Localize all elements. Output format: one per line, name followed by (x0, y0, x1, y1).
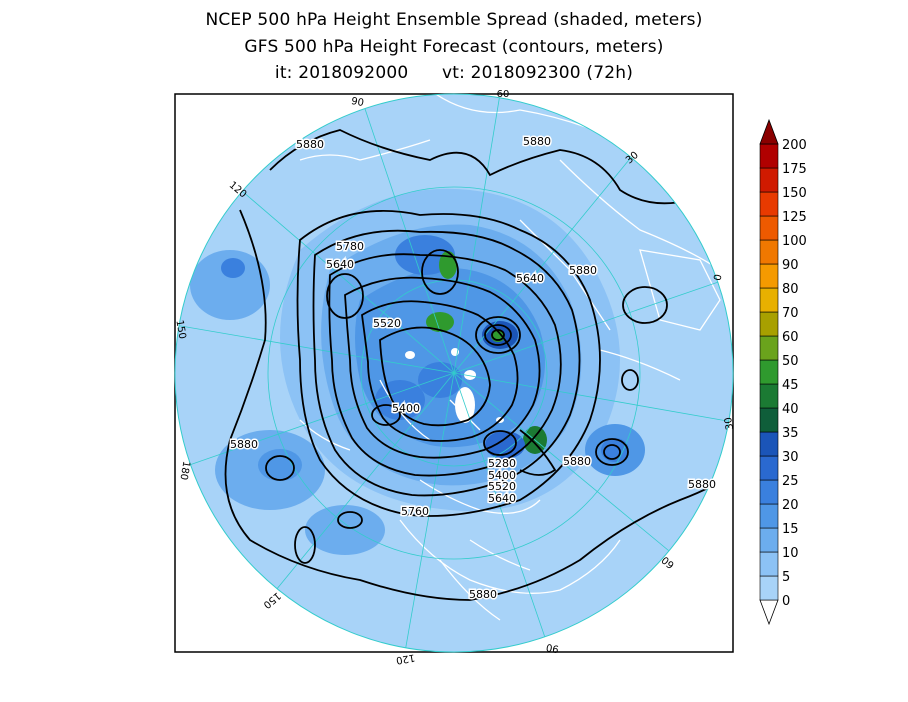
colorbar-tick-label: 10 (782, 546, 799, 561)
contour-label: 5520 (373, 317, 401, 330)
title-line-3: it: 2018092000 vt: 2018092300 (72h) (274, 63, 634, 83)
colorbar-tick-label: 125 (782, 210, 807, 225)
colorbar-lower-triangle (759, 599, 779, 626)
contour-label: 5400 (488, 469, 516, 482)
title-line-1: NCEP 500 hPa Height Ensemble Spread (sha… (205, 10, 703, 30)
colorbar-swatch (759, 287, 779, 313)
colorbar-tick-label: 150 (782, 186, 807, 201)
contour-label: 5280 (488, 457, 516, 470)
title-line-2: GFS 500 hPa Height Forecast (contours, m… (244, 37, 664, 57)
colorbar-tick-label: 70 (782, 306, 799, 321)
colorbar-swatch (759, 383, 779, 409)
colorbar-swatch (759, 503, 779, 529)
contour-label: 5880 (230, 438, 258, 451)
colorbar-swatch (759, 191, 779, 217)
colorbar-tick-label: 100 (782, 234, 807, 249)
colorbar-swatch (759, 575, 779, 601)
contour-label: 5520 (488, 480, 516, 493)
colorbar-upper-triangle (759, 118, 779, 145)
longitude-label: 30 (723, 416, 736, 430)
longitude-label: 90 (350, 96, 364, 109)
map-disk-outline (174, 93, 734, 653)
longitude-label: 90 (545, 641, 559, 654)
colorbar-tick-label: 25 (782, 474, 799, 489)
contour-label: 5880 (688, 478, 716, 491)
colorbar-swatch (759, 239, 779, 265)
colorbar-swatch (759, 359, 779, 385)
colorbar-swatch (759, 431, 779, 457)
colorbar-swatch (759, 551, 779, 577)
colorbar-tick-label: 80 (782, 282, 799, 297)
colorbar-swatch (759, 407, 779, 433)
colorbar-swatch (759, 527, 779, 553)
colorbar-tick-label: 35 (782, 426, 799, 441)
colorbar-tick-label: 40 (782, 402, 799, 417)
contour-label: 5760 (401, 505, 429, 518)
contour-label: 5880 (569, 264, 597, 277)
colorbar-swatch (759, 335, 779, 361)
contour-label: 5640 (488, 492, 516, 505)
longitude-label: 180 (177, 460, 191, 481)
colorbar-tick-label: 45 (782, 378, 799, 393)
contour-label: 5400 (392, 402, 420, 415)
colorbar-swatch (759, 263, 779, 289)
colorbar-swatch (759, 167, 779, 193)
colorbar-tick-label: 15 (782, 522, 799, 537)
contour-label: 5880 (469, 588, 497, 601)
contour-label: 5880 (296, 138, 324, 151)
contour-label: 5880 (563, 455, 591, 468)
colorbar-tick-label: 0 (782, 594, 790, 609)
colorbar-tick-label: 200 (782, 138, 807, 153)
longitude-label: 0 (713, 273, 725, 281)
colorbar-tick-label: 50 (782, 354, 799, 369)
colorbar-swatch (759, 143, 779, 169)
colorbar-tick-label: 60 (782, 330, 799, 345)
contour-label: 5780 (336, 240, 364, 253)
colorbar-swatch (759, 455, 779, 481)
colorbar-tick-label: 5 (782, 570, 790, 585)
ensemble-spread-shading (175, 94, 733, 652)
contour-label: 5640 (326, 258, 354, 271)
colorbar-swatch (759, 479, 779, 505)
colorbar-swatch (759, 215, 779, 241)
contour-label: 5640 (516, 272, 544, 285)
contour-labels: 5880 588057805640564058805520540058805280… (229, 134, 718, 603)
longitude-label: 150 (173, 319, 187, 340)
colorbar-swatch (759, 311, 779, 337)
colorbar-tick-label: 175 (782, 162, 807, 177)
contour-label: 5880 (523, 135, 551, 148)
longitude-label: 60 (497, 89, 510, 100)
colorbar-tick-label: 90 (782, 258, 799, 273)
colorbar-tick-label: 30 (782, 450, 799, 465)
longitude-label: 120 (395, 651, 416, 665)
height-contours (224, 129, 733, 601)
colorbar: 0 5 10 15 20 25 30 35 40 45 50 60 70 80 90 100 125 150 175… (759, 118, 807, 626)
colorbar-tick-label: 20 (782, 498, 799, 513)
longitude-label: 150 (261, 590, 283, 611)
